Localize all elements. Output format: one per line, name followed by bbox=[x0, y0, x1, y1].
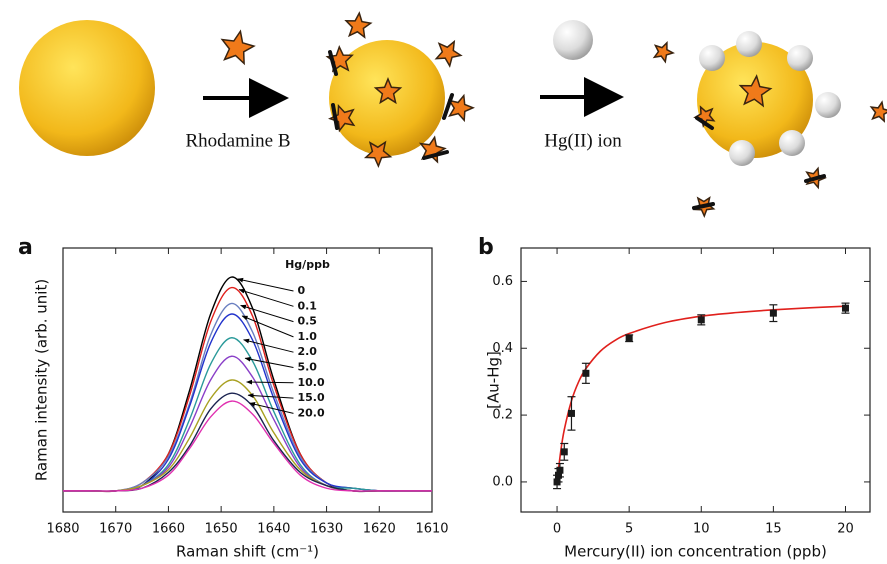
mercury-ion bbox=[787, 45, 813, 71]
legend-label: 2.0 bbox=[297, 345, 317, 358]
plot-frame bbox=[521, 248, 870, 512]
legend-label: 15.0 bbox=[297, 391, 324, 404]
x-tick-label: 1620 bbox=[363, 522, 396, 537]
data-point bbox=[770, 310, 777, 317]
legend-label: 0.1 bbox=[297, 299, 317, 312]
y-axis-label: [Au-Hg] bbox=[485, 351, 503, 409]
rhodamine-star bbox=[449, 96, 473, 121]
panel-label: b bbox=[478, 235, 494, 260]
data-point bbox=[582, 370, 589, 377]
data-point bbox=[626, 335, 633, 342]
mercury-ion bbox=[699, 45, 725, 71]
data-point bbox=[556, 467, 563, 474]
rhodamine-star bbox=[654, 43, 673, 62]
legend-label: 10.0 bbox=[297, 376, 324, 389]
data-point bbox=[561, 448, 568, 455]
legend-label: 20.0 bbox=[297, 406, 324, 419]
x-tick-label: 15 bbox=[765, 522, 782, 537]
legend-arrow bbox=[238, 279, 294, 291]
x-tick-label: 10 bbox=[693, 522, 710, 537]
rhodamine-star bbox=[346, 13, 371, 37]
panel-label: a bbox=[18, 235, 33, 260]
legend-arrow bbox=[241, 305, 294, 321]
legend-arrow bbox=[244, 340, 294, 352]
x-tick-label: 1680 bbox=[46, 522, 79, 537]
x-tick-label: 0 bbox=[553, 522, 561, 537]
spectrum-line bbox=[63, 356, 432, 491]
legend-arrow bbox=[248, 395, 293, 398]
x-tick-label: 1660 bbox=[152, 522, 185, 537]
y-axis-label: Raman intensity (arb. unit) bbox=[33, 279, 51, 481]
legend-label: 0.5 bbox=[297, 315, 317, 328]
step-label: Rhodamine B bbox=[185, 130, 290, 151]
mercury-ion bbox=[736, 31, 762, 57]
page: Rhodamine B Hg(II) ion a 1680 1670 1660 1650… bbox=[0, 0, 887, 564]
y-tick-label: 0.2 bbox=[492, 408, 513, 423]
step-label: Hg(II) ion bbox=[544, 130, 622, 151]
x-tick-label: 5 bbox=[625, 522, 633, 537]
y-tick-label: 0.0 bbox=[492, 474, 513, 489]
mercury-ion bbox=[553, 20, 593, 60]
x-tick-label: 1670 bbox=[99, 522, 132, 537]
x-tick-label: 1630 bbox=[310, 522, 343, 537]
fit-line bbox=[557, 306, 845, 482]
x-axis-label: Raman shift (cm⁻¹) bbox=[176, 543, 319, 561]
x-axis-label: Mercury(II) ion concentration (ppb) bbox=[564, 543, 827, 561]
rhodamine-star bbox=[222, 31, 254, 63]
mercury-ion bbox=[815, 92, 841, 118]
y-tick-label: 0.6 bbox=[492, 274, 513, 289]
legend-label: 0 bbox=[297, 284, 305, 297]
gold-nanoparticle bbox=[19, 20, 155, 156]
spectrum-line bbox=[63, 338, 432, 492]
mercury-ion bbox=[729, 140, 755, 166]
data-point bbox=[698, 316, 705, 323]
legend-label: 1.0 bbox=[297, 330, 317, 343]
data-point bbox=[568, 410, 575, 417]
spectrum-line bbox=[63, 401, 432, 491]
spectrum-line bbox=[63, 277, 432, 491]
rhodamine-star bbox=[436, 42, 461, 66]
legend-arrow bbox=[247, 382, 294, 383]
legend-title: Hg/ppb bbox=[285, 258, 330, 271]
legend-label: 5.0 bbox=[297, 361, 317, 374]
figure: Rhodamine B Hg(II) ion a 1680 1670 1660 1650… bbox=[0, 0, 887, 564]
mercury-ion bbox=[779, 130, 805, 156]
rhodamine-star bbox=[871, 102, 887, 121]
x-tick-label: 1610 bbox=[415, 522, 448, 537]
plot-frame bbox=[63, 248, 432, 512]
x-tick-label: 20 bbox=[837, 522, 854, 537]
spectrum-line bbox=[63, 393, 432, 491]
spectrum-line bbox=[63, 380, 432, 491]
x-tick-label: 1650 bbox=[205, 522, 238, 537]
x-tick-label: 1640 bbox=[257, 522, 290, 537]
data-point bbox=[842, 305, 849, 312]
scheme: Rhodamine B Hg(II) ion bbox=[19, 13, 887, 216]
